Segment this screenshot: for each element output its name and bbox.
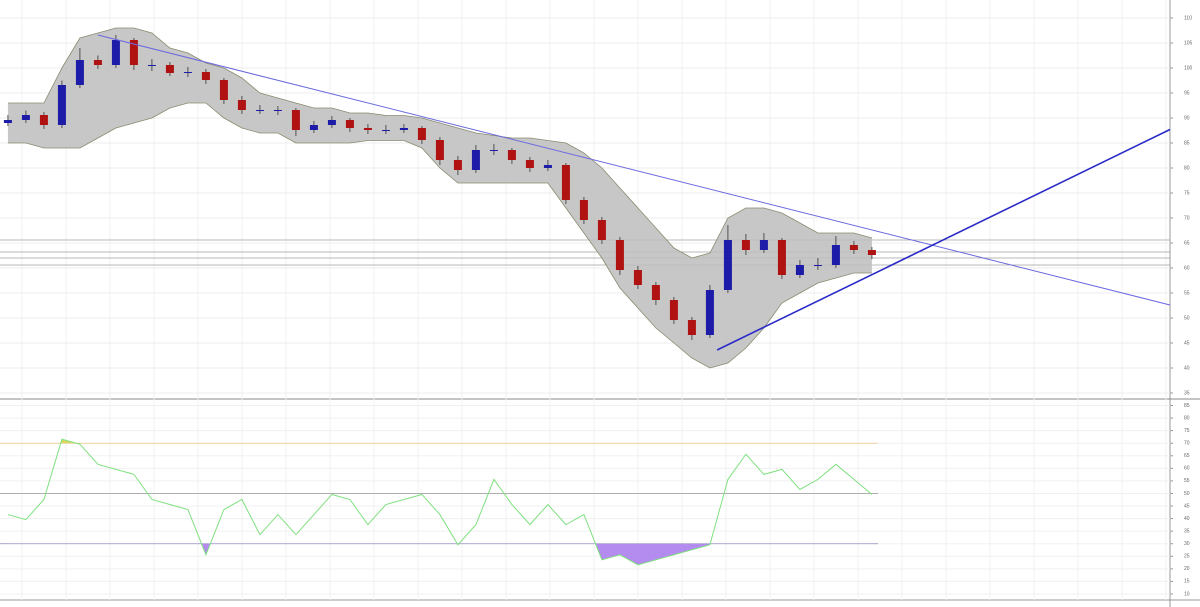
candle-body — [57, 85, 66, 125]
trendline — [97, 34, 1171, 306]
candle-body — [291, 110, 300, 130]
rsi-tick-label: 20 — [1184, 566, 1190, 572]
y-tick-label: 95 — [1184, 90, 1190, 96]
y-tick-label: 60 — [1184, 265, 1190, 271]
candle-body — [453, 160, 462, 170]
candle-body — [399, 128, 408, 130]
candle-body — [597, 220, 606, 240]
candle-body — [867, 250, 876, 255]
candle-body — [21, 115, 30, 120]
candle-body — [507, 150, 516, 160]
y-tick-label: 75 — [1184, 190, 1190, 196]
y-tick-label: 85 — [1184, 140, 1190, 146]
rsi-line — [7, 438, 873, 566]
y-tick-label: 45 — [1184, 340, 1190, 346]
rsi-tick-label: 50 — [1184, 491, 1190, 497]
rsi-tick-label: 70 — [1184, 441, 1190, 447]
candle-body — [183, 72, 192, 73]
candle-body — [669, 300, 678, 320]
rsi-tick-label: 75 — [1184, 428, 1190, 434]
candle-body — [579, 200, 588, 220]
candle-body — [273, 110, 282, 111]
candle-body — [93, 60, 102, 65]
candle-body — [417, 128, 426, 140]
candle-body — [309, 125, 318, 130]
rsi-tick-label: 10 — [1184, 591, 1190, 597]
rsi-tick-label: 30 — [1184, 541, 1190, 547]
rsi-tick-label: 55 — [1184, 478, 1190, 484]
rsi-tick-label: 25 — [1184, 554, 1190, 560]
candle-body — [795, 265, 804, 275]
y-tick-label: 70 — [1184, 215, 1190, 221]
y-tick-label: 100 — [1184, 65, 1193, 71]
candle-body — [345, 120, 354, 128]
rsi-tick-label: 80 — [1184, 415, 1190, 421]
rsi-tick-label: 60 — [1184, 466, 1190, 472]
candle-body — [363, 128, 372, 130]
candle-body — [561, 165, 570, 200]
rsi-tick-label: 45 — [1184, 503, 1190, 509]
y-tick-label: 80 — [1184, 165, 1190, 171]
candle-body — [849, 245, 858, 250]
y-tick-label: 40 — [1184, 365, 1190, 371]
candle-body — [237, 100, 246, 110]
y-tick-label: 90 — [1184, 115, 1190, 121]
candle-body — [687, 320, 696, 335]
y-tick-label: 50 — [1184, 315, 1190, 321]
y-tick-label: 105 — [1184, 40, 1193, 46]
candle-body — [633, 270, 642, 285]
candle-body — [705, 290, 714, 335]
candle-body — [129, 40, 138, 65]
candle-body — [831, 245, 840, 265]
candle-body — [525, 160, 534, 168]
candle-body — [39, 115, 48, 125]
candle-body — [813, 265, 822, 266]
candle-body — [111, 40, 120, 65]
candle-body — [651, 285, 660, 300]
candle-body — [543, 165, 552, 168]
candle-body — [615, 240, 624, 270]
candle-body — [435, 140, 444, 160]
candle-body — [381, 130, 390, 131]
candle-body — [327, 120, 336, 125]
band-upper — [7, 27, 873, 259]
candle-body — [147, 65, 156, 66]
candle-body — [471, 150, 480, 170]
candle-body — [255, 110, 264, 111]
rsi-tick-label: 85 — [1184, 403, 1190, 409]
y-tick-label: 110 — [1184, 15, 1192, 21]
candle-body — [777, 240, 786, 275]
band-lower — [7, 102, 872, 369]
rsi-tick-label: 35 — [1184, 528, 1190, 534]
candle-body — [723, 240, 732, 290]
y-tick-label: 35 — [1184, 390, 1190, 396]
candle-body — [489, 150, 498, 151]
candle-body — [219, 80, 228, 100]
y-tick-label: 55 — [1184, 290, 1190, 296]
candle-body — [75, 60, 84, 85]
rsi-tick-label: 40 — [1184, 516, 1190, 522]
rsi-tick-label: 65 — [1184, 453, 1190, 459]
rsi-tick-label: 15 — [1184, 579, 1190, 585]
trendline — [716, 128, 1171, 351]
candle-body — [759, 240, 768, 250]
candle-body — [741, 240, 750, 250]
candle-body — [201, 72, 210, 80]
candle-body — [3, 120, 12, 123]
y-tick-label: 65 — [1184, 240, 1190, 246]
candle-body — [165, 65, 174, 73]
